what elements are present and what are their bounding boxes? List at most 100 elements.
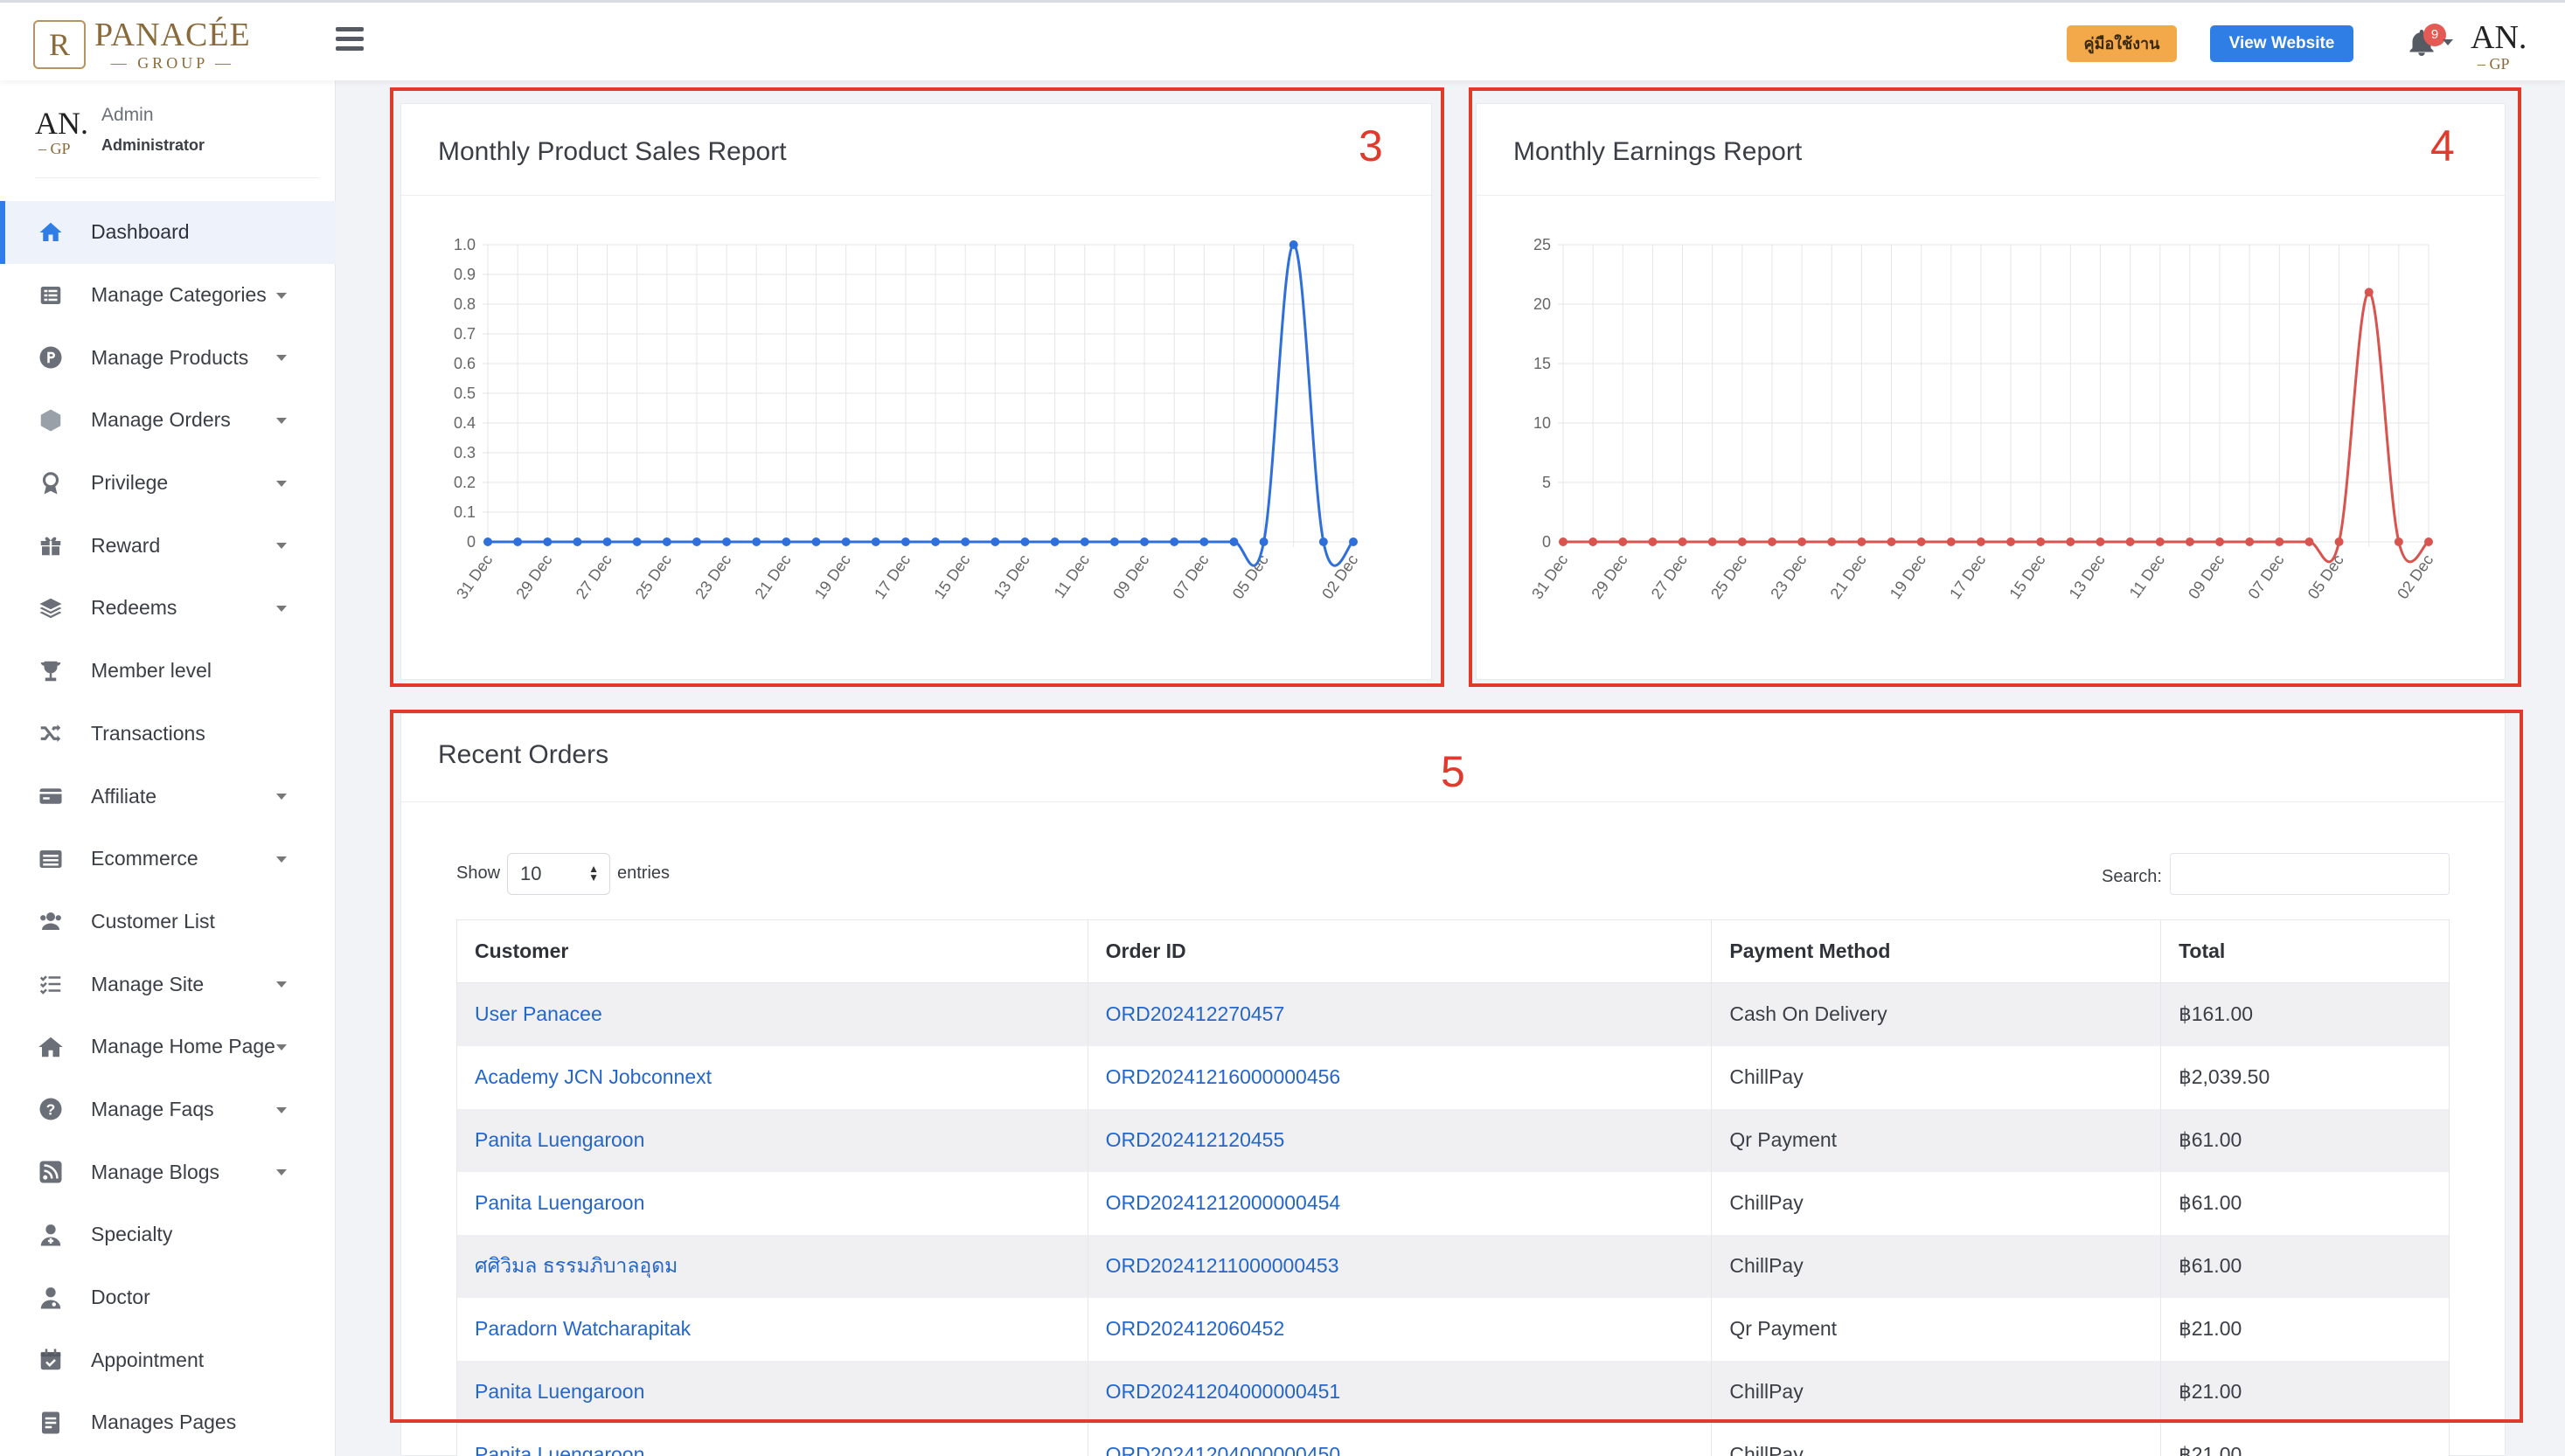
sidebar-item-specialty[interactable]: Specialty bbox=[0, 1203, 336, 1266]
x-tick-label: 29 Dec bbox=[512, 551, 555, 602]
x-tick-label: 21 Dec bbox=[752, 551, 795, 602]
sidebar-item-customer-list[interactable]: Customer List bbox=[0, 891, 336, 953]
column-header[interactable]: Payment Method bbox=[1711, 919, 2162, 983]
x-tick-label: 23 Dec bbox=[692, 551, 734, 602]
x-tick-label: 07 Dec bbox=[1169, 551, 1212, 602]
data-point bbox=[1109, 537, 1119, 546]
brand-logo[interactable]: R PANACÉE — GROUP — bbox=[33, 18, 251, 71]
sidebar-item-manage-site[interactable]: Manage Site bbox=[0, 953, 336, 1016]
x-tick-label: 15 Dec bbox=[930, 551, 973, 602]
column-header[interactable]: Order ID bbox=[1087, 919, 1713, 983]
customer-link[interactable]: Academy JCN Jobconnext bbox=[456, 1045, 1088, 1109]
y-tick-label: 0.9 bbox=[454, 266, 476, 283]
order-id-link[interactable]: ORD202412120455 bbox=[1087, 1108, 1713, 1172]
sidebar-item-member-level[interactable]: Member level bbox=[0, 640, 336, 703]
data-point bbox=[1857, 537, 1866, 546]
sidebar-item-ecommerce[interactable]: Ecommerce bbox=[0, 828, 336, 891]
order-id-link[interactable]: ORD20241204000000450 bbox=[1087, 1423, 1713, 1456]
order-id-link[interactable]: ORD202412060452 bbox=[1087, 1297, 1713, 1361]
total-cell: ฿61.00 bbox=[2160, 1234, 2450, 1298]
annotation-number: 4 bbox=[2430, 121, 2455, 170]
entries-select[interactable]: 10 ▲ ▼ bbox=[507, 853, 610, 895]
data-point bbox=[1887, 537, 1896, 546]
data-point bbox=[1199, 537, 1209, 546]
data-point bbox=[811, 537, 821, 546]
trophy-icon bbox=[37, 657, 65, 685]
sidebar-item-manage-products[interactable]: Manage Products bbox=[0, 326, 336, 389]
customer-link[interactable]: User Panacee bbox=[456, 982, 1088, 1046]
column-header[interactable]: Total bbox=[2160, 919, 2450, 983]
column-header[interactable]: Customer bbox=[456, 919, 1088, 983]
chevron-down-icon bbox=[276, 1169, 287, 1176]
table-header-row: Customer Order ID Payment Method Total bbox=[456, 919, 2450, 983]
orders-table: Customer Order ID Payment Method Total User… bbox=[456, 919, 2450, 1456]
sidebar-item-manage-blogs[interactable]: Manage Blogs bbox=[0, 1141, 336, 1203]
sidebar-item-doctor[interactable]: Doctor bbox=[0, 1266, 336, 1329]
data-point bbox=[1080, 537, 1089, 546]
customer-link[interactable]: Panita Luengaroon bbox=[456, 1360, 1088, 1424]
x-tick-label: 27 Dec bbox=[1648, 551, 1691, 602]
table-row: User Panacee ORD202412270457 Cash On Deliv… bbox=[456, 982, 2450, 1046]
sidebar-item-reward[interactable]: Reward bbox=[0, 514, 336, 577]
search-input[interactable] bbox=[2170, 853, 2450, 895]
total-cell: ฿2,039.50 bbox=[2160, 1045, 2450, 1109]
notification-badge: 9 bbox=[2423, 24, 2446, 46]
checklist-icon bbox=[37, 970, 65, 998]
select-arrows-icon: ▲ ▼ bbox=[588, 863, 599, 884]
data-point bbox=[2334, 537, 2344, 546]
sidebar-item-manage-categories[interactable]: Manage Categories bbox=[0, 264, 336, 327]
order-id-link[interactable]: ORD20241216000000456 bbox=[1087, 1045, 1713, 1109]
data-point bbox=[2066, 537, 2075, 546]
sidebar-item-label: Manage Products bbox=[91, 345, 249, 369]
chevron-down-icon bbox=[276, 1106, 287, 1113]
order-id-link[interactable]: ORD20241204000000451 bbox=[1087, 1360, 1713, 1424]
data-point bbox=[1618, 537, 1628, 546]
x-tick-label: 31 Dec bbox=[1528, 551, 1571, 602]
sidebar-item-dashboard[interactable]: Dashboard bbox=[0, 201, 336, 264]
customer-link[interactable]: ศศิวิมล ธรรมภิบาลอุดม bbox=[456, 1234, 1088, 1298]
annotation-number: 5 bbox=[1441, 747, 1465, 796]
customer-link[interactable]: Panita Luengaroon bbox=[456, 1108, 1088, 1172]
card-title: Monthly Product Sales Report bbox=[438, 137, 787, 166]
sidebar-item-label: Manage Blogs bbox=[91, 1160, 220, 1183]
customer-link[interactable]: Panita Luengaroon bbox=[456, 1171, 1088, 1235]
card-title: Monthly Earnings Report bbox=[1513, 137, 1803, 166]
sidebar-item-label: Manage Faqs bbox=[91, 1097, 214, 1120]
view-website-button[interactable]: View Website bbox=[2210, 25, 2353, 62]
sidebar-item-privilege[interactable]: Privilege bbox=[0, 452, 336, 515]
sidebar-item-label: Redeems bbox=[91, 596, 177, 620]
manual-button[interactable]: คู่มือใช้งาน bbox=[2067, 25, 2177, 62]
x-tick-label: 27 Dec bbox=[573, 551, 615, 602]
payment-method-cell: ChillPay bbox=[1711, 1423, 2162, 1456]
order-id-link[interactable]: ORD202412270457 bbox=[1087, 982, 1713, 1046]
sidebar-item-manage-orders[interactable]: Manage Orders bbox=[0, 389, 336, 452]
sidebar-item-manage-home-page[interactable]: Manage Home Page bbox=[0, 1016, 336, 1078]
question-icon: ? bbox=[37, 1095, 65, 1123]
customer-link[interactable]: Panita Luengaroon bbox=[456, 1423, 1088, 1456]
order-id-link[interactable]: ORD20241211000000453 bbox=[1087, 1234, 1713, 1298]
data-point bbox=[1349, 537, 1358, 546]
order-id-link[interactable]: ORD20241212000000454 bbox=[1087, 1171, 1713, 1235]
total-cell: ฿61.00 bbox=[2160, 1171, 2450, 1235]
sidebar-item-affiliate[interactable]: Affiliate bbox=[0, 765, 336, 828]
customer-link[interactable]: Paradorn Watcharapitak bbox=[456, 1297, 1088, 1361]
earnings-report-card: Monthly Earnings Report bbox=[1476, 103, 2506, 680]
sidebar: AN. – GP Admin Administrator Dashboard Ma… bbox=[0, 80, 336, 1456]
sidebar-item-redeems[interactable]: Redeems bbox=[0, 577, 336, 640]
svg-text:?: ? bbox=[46, 1101, 56, 1119]
sidebar-item-transactions[interactable]: Transactions bbox=[0, 703, 336, 766]
y-tick-label: 5 bbox=[1542, 474, 1551, 491]
sidebar-item-manage-faqs[interactable]: ? Manage Faqs bbox=[0, 1078, 336, 1141]
chevron-down-icon[interactable] bbox=[2443, 39, 2453, 45]
avatar: AN. – GP bbox=[35, 106, 88, 157]
data-point bbox=[752, 537, 761, 546]
sidebar-item-label: Dashboard bbox=[91, 220, 190, 244]
sidebar-item-appointment[interactable]: Appointment bbox=[0, 1328, 336, 1391]
x-tick-label: 02 Dec bbox=[1318, 551, 1361, 602]
user-avatar[interactable]: AN. – GP bbox=[2471, 19, 2527, 73]
sidebar-item-manages-pages[interactable]: Manages Pages bbox=[0, 1391, 336, 1454]
user-md-icon bbox=[37, 1221, 65, 1249]
doctor-icon bbox=[37, 1284, 65, 1312]
calendar-icon bbox=[37, 1346, 65, 1374]
menu-toggle-icon[interactable] bbox=[336, 27, 364, 52]
